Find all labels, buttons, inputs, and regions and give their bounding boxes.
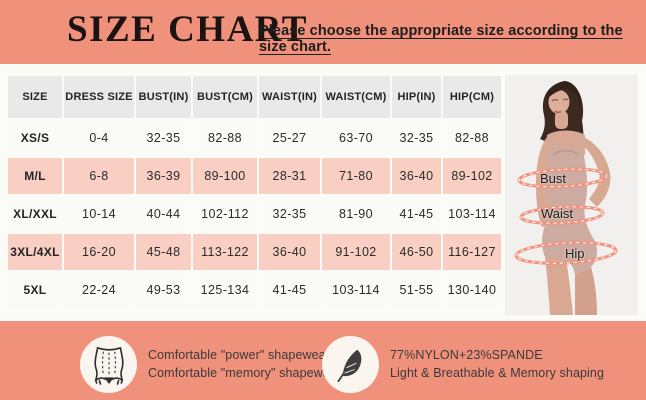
measurement-cell: 63-70 [322,120,390,156]
size-cell: M/L [8,158,62,194]
measurement-cell: 25-27 [259,120,320,156]
measurement-cell: 51-55 [392,272,441,308]
measurement-cell: 0-4 [64,120,134,156]
page-subtitle: Please choose the appropriate size accor… [259,23,623,55]
measurement-cell: 36-40 [392,158,441,194]
feather-icon [322,336,379,393]
content-panel: SIZE DRESS SIZE BUST(IN) BUST(CM) WAIST(IN) W… [0,64,646,321]
size-cell: XL/XXL [8,196,62,232]
measurement-cell: 89-102 [443,158,501,194]
column-header: BUST(CM) [193,76,257,118]
measurement-cell: 89-100 [193,158,257,194]
measurement-cell: 130-140 [443,272,501,308]
hip-ring-label: Hip [565,246,585,261]
measurement-cell: 116-127 [443,234,501,270]
column-header: BUST(IN) [136,76,191,118]
size-cell: XS/S [8,120,62,156]
measurement-cell: 16-20 [64,234,134,270]
waist-ring-label: Waist [541,206,574,221]
measurement-cell: 32-35 [259,196,320,232]
column-header: HIP(IN) [392,76,441,118]
table-row: 3XL/4XL 16-20 45-48 113-122 36-40 91-102 46-50… [8,234,501,270]
shapewear-icon [80,336,137,393]
measurement-cell: 36-39 [136,158,191,194]
measurement-cell: 36-40 [259,234,320,270]
feature-line: Light & Breathable & Memory shaping [390,366,605,380]
measurement-cell: 46-50 [392,234,441,270]
feature-line: Comfortable "memory" shapewear [148,366,342,380]
column-header: DRESS SIZE [64,76,134,118]
measurement-cell: 41-45 [259,272,320,308]
table-row: 5XL 22-24 49-53 125-134 41-45 103-114 51-55 130… [8,272,501,308]
measurement-cell: 10-14 [64,196,134,232]
feature-shapewear-text: Comfortable "power" shapewear Comfortabl… [148,346,341,382]
table-row: XL/XXL 10-14 40-44 102-112 32-35 81-90 41-45 10… [8,196,501,232]
column-header: WAIST(CM) [322,76,390,118]
measurement-cell: 91-102 [322,234,390,270]
measurement-cell: 82-88 [443,120,501,156]
measurement-cell: 32-35 [136,120,191,156]
measurement-cell: 45-48 [136,234,191,270]
measurement-cell: 41-45 [392,196,441,232]
measurement-cell: 6-8 [64,158,134,194]
measurement-cell: 82-88 [193,120,257,156]
measurement-cell: 81-90 [322,196,390,232]
feature-line: Comfortable "power" shapewear [148,348,331,362]
measurement-cell: 22-24 [64,272,134,308]
measurement-cell: 40-44 [136,196,191,232]
column-header: HIP(CM) [443,76,501,118]
column-header: WAIST(IN) [259,76,320,118]
bust-ring-label: Bust [540,171,567,186]
measurement-cell: 102-112 [193,196,257,232]
shapewear-model-illustration [505,75,638,315]
measurement-cell: 113-122 [193,234,257,270]
table-row: XS/S 0-4 32-35 82-88 25-27 63-70 32-35 82-88 [8,120,501,156]
column-header: SIZE [8,76,62,118]
size-cell: 3XL/4XL [8,234,62,270]
page-title: SIZE CHART [67,9,308,50]
measurement-cell: 49-53 [136,272,191,308]
measurement-cell: 71-80 [322,158,390,194]
measurement-cell: 32-35 [392,120,441,156]
size-table: SIZE DRESS SIZE BUST(IN) BUST(CM) WAIST(IN) W… [6,74,503,310]
feature-fabric-text: 77%NYLON+23%SPANDE Light & Breathable & … [390,346,604,382]
measurement-cell: 103-114 [322,272,390,308]
table-row: M/L 6-8 36-39 89-100 28-31 71-80 36-40 89-102 [8,158,501,194]
measurement-cell: 28-31 [259,158,320,194]
table-header-row: SIZE DRESS SIZE BUST(IN) BUST(CM) WAIST(IN) W… [8,76,501,118]
feature-line: 77%NYLON+23%SPANDE [390,348,543,362]
measurement-cell: 125-134 [193,272,257,308]
size-cell: 5XL [8,272,62,308]
model-photo: Bust Waist Hip [505,75,638,315]
measurement-cell: 103-114 [443,196,501,232]
